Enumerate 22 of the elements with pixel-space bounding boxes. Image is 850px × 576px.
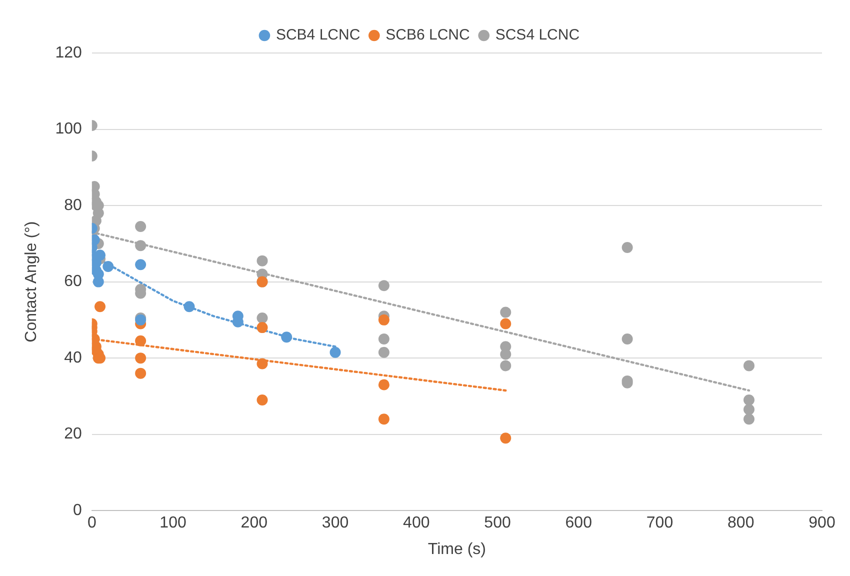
x-tick-label: 800 <box>728 514 754 532</box>
y-tick-label: 80 <box>64 196 82 214</box>
x-tick-label: 100 <box>160 514 186 532</box>
x-tick-label: 200 <box>240 514 268 532</box>
x-tick-label: 700 <box>646 514 674 532</box>
legend-label: SCS4 LCNC <box>495 26 580 44</box>
x-tick-label: 400 <box>403 514 430 532</box>
x-tick-label: 900 <box>808 514 836 532</box>
y-tick-label: 40 <box>64 349 82 366</box>
y-tick-label: 120 <box>55 44 82 62</box>
y-tick-label: 0 <box>72 502 82 520</box>
y-tick-label: 100 <box>55 120 82 138</box>
legend-label: SCB6 LCNC <box>386 26 470 44</box>
y-tick-label: 60 <box>64 273 82 290</box>
legend-label: SCB4 LCNC <box>276 26 360 44</box>
x-tick-label: 500 <box>484 514 511 532</box>
x-tick-label: 0 <box>87 514 96 532</box>
x-tick-label: 600 <box>565 514 592 532</box>
x-tick-label: 300 <box>322 514 349 532</box>
x-axis-title: Time (s) <box>428 540 486 558</box>
y-axis-title: Contact Angle (°) <box>23 221 40 342</box>
y-tick-label: 20 <box>64 426 82 443</box>
